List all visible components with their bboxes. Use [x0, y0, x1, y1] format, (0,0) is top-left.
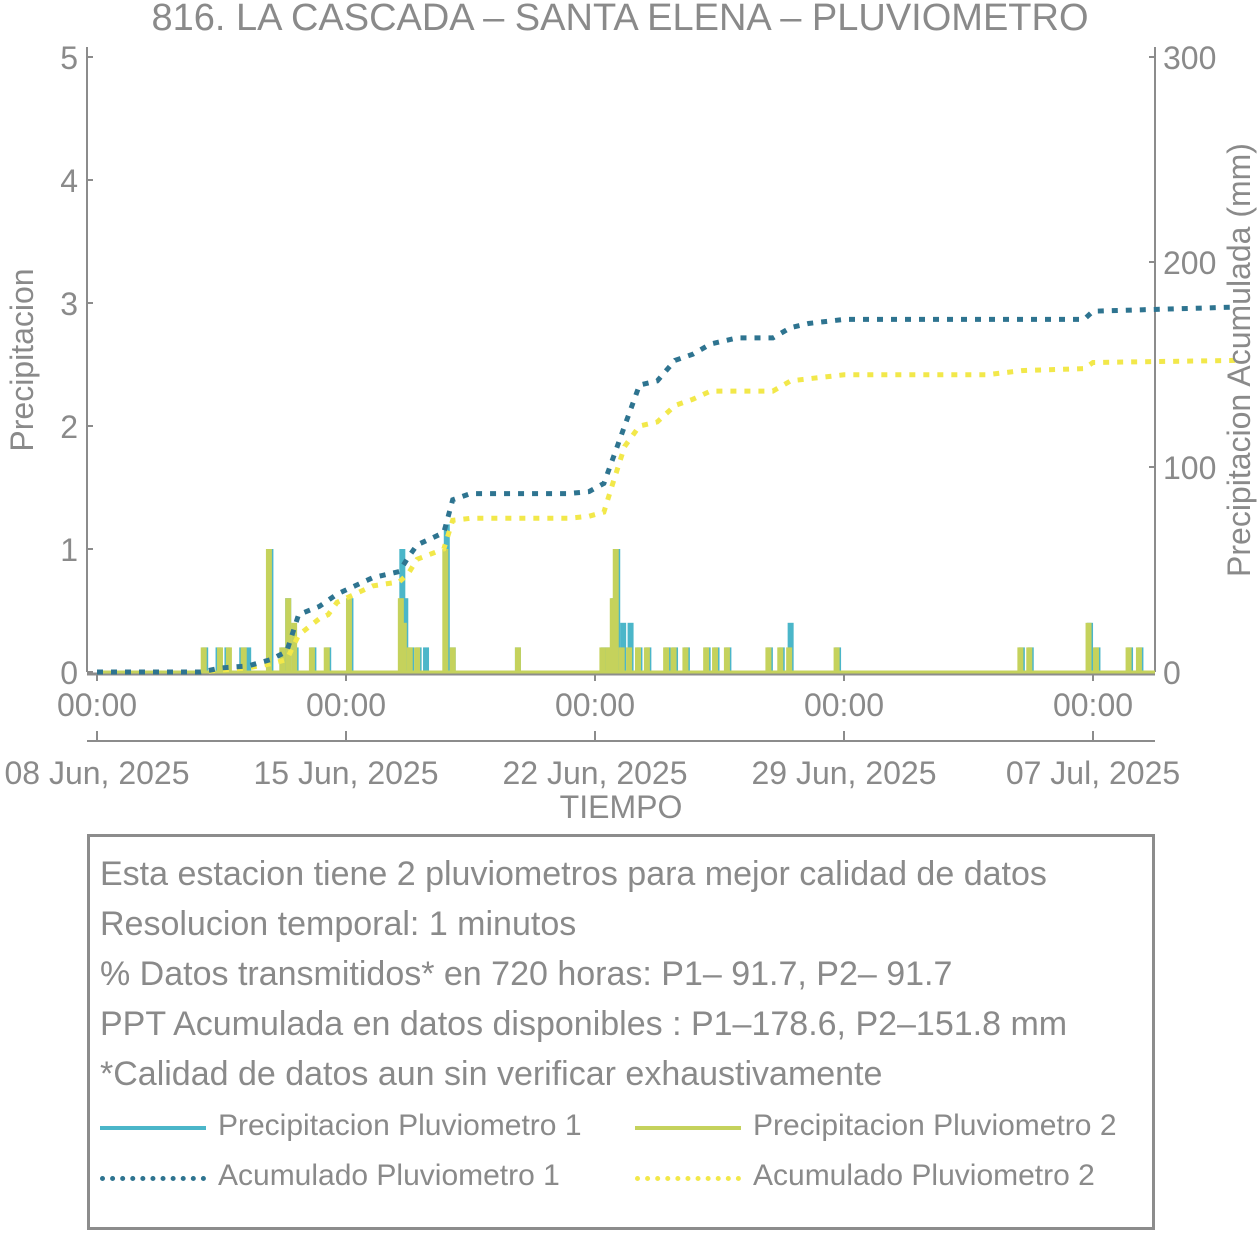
- y-left-tick-label: 4: [60, 163, 78, 199]
- precip-bar: [1017, 647, 1024, 672]
- precip-bar: [291, 622, 298, 672]
- precip-bar: [323, 647, 330, 672]
- precip-bar: [240, 647, 247, 672]
- y-right-tick-label: 100: [1163, 450, 1216, 486]
- info-line-quality-note: *Calidad de datos aun sin verificar exha…: [100, 1055, 883, 1093]
- precip-bar: [217, 647, 224, 672]
- rainfall-chart: 816. LA CASCADA – SANTA ELENA – PLUVIOME…: [4, 0, 1257, 825]
- precip-bar: [618, 647, 625, 672]
- precip-bar: [712, 647, 719, 672]
- y-left-tick-label: 5: [60, 40, 78, 76]
- precip-bar: [682, 647, 689, 672]
- precip-bar: [245, 647, 252, 672]
- legend-swatch-p1: [100, 1126, 206, 1130]
- precip-bar: [777, 647, 784, 672]
- precip-bar: [1125, 647, 1132, 672]
- precip-bar: [833, 647, 840, 672]
- precip-bar: [663, 647, 670, 672]
- precip-bar: [200, 647, 207, 672]
- legend-swatch-p2: [635, 1126, 741, 1130]
- precip-bar: [723, 647, 730, 672]
- x-tick-time-label: 00:00: [306, 687, 386, 723]
- precip-bar: [1135, 647, 1142, 672]
- precip-bar: [345, 598, 352, 672]
- y-left-tick-label: 1: [60, 532, 78, 568]
- precip-bar: [634, 647, 641, 672]
- x-tick-time-label: 00:00: [57, 687, 137, 723]
- x-tick-time-label: 00:00: [555, 687, 635, 723]
- legend-swatch-acc2: [635, 1176, 741, 1181]
- legend-label-p1: Precipitacion Pluviometro 1: [218, 1109, 582, 1142]
- x-tick-date-label: 29 Jun, 2025: [751, 755, 936, 791]
- y-left-tick-label: 3: [60, 286, 78, 322]
- legend-label-acc1: Acumulado Pluviometro 1: [218, 1159, 560, 1192]
- legend-label-p2: Precipitacion Pluviometro 2: [753, 1109, 1117, 1142]
- precip-bar: [643, 647, 650, 672]
- precip-bar: [612, 549, 619, 672]
- y-right-tick-label: 0: [1163, 655, 1181, 691]
- legend-label-acc2: Acumulado Pluviometro 2: [753, 1159, 1095, 1192]
- precip-bar: [449, 647, 456, 672]
- y-left-tick-label: 2: [60, 409, 78, 445]
- precip-bar: [786, 647, 793, 672]
- precip-bar: [1085, 622, 1092, 672]
- plot-area: [86, 47, 1156, 742]
- precip-bar: [308, 647, 315, 672]
- precip-bar: [400, 622, 407, 672]
- x-tick-date-label: 15 Jun, 2025: [253, 755, 438, 791]
- x-tick-time-label: 00:00: [804, 687, 884, 723]
- info-line-resolution: Resolucion temporal: 1 minutos: [100, 905, 577, 943]
- precip-bar: [670, 647, 677, 672]
- precip-bar: [414, 647, 421, 672]
- precip-bar: [703, 647, 710, 672]
- y-right-tick-label: 300: [1163, 40, 1216, 76]
- precip-bar: [599, 647, 606, 672]
- precip-bar: [1092, 647, 1099, 672]
- x-axis-label: TIEMPO: [560, 789, 683, 825]
- precip-bar: [605, 647, 612, 672]
- accumulated-line-p1: [97, 304, 1236, 675]
- precip-bar: [285, 598, 292, 672]
- precip-bar: [626, 647, 633, 672]
- precip-bar: [514, 647, 521, 672]
- precip-bar: [442, 549, 449, 672]
- precip-bar: [423, 647, 430, 672]
- y-axis-right-label: Precipitacion Acumulada (mm): [1221, 143, 1257, 577]
- info-line-accumulated: PPT Acumulada en datos disponibles : P1–…: [100, 1005, 1068, 1043]
- info-line-transmitted: % Datos transmitidos* en 720 horas: P1– …: [100, 955, 953, 993]
- x-tick-date-label: 07 Jul, 2025: [1006, 755, 1180, 791]
- x-tick-date-label: 22 Jun, 2025: [502, 755, 687, 791]
- chart-title: 816. LA CASCADA – SANTA ELENA – PLUVIOME…: [151, 0, 1088, 39]
- legend-swatch-acc1: [100, 1176, 206, 1181]
- info-panel: Esta estacion tiene 2 pluviometros para …: [87, 834, 1155, 1230]
- x-tick-date-label: 08 Jun, 2025: [4, 755, 189, 791]
- precip-bar: [1026, 647, 1033, 672]
- info-line-stations: Esta estacion tiene 2 pluviometros para …: [100, 855, 1047, 893]
- x-tick-time-label: 00:00: [1053, 687, 1133, 723]
- precip-bar: [225, 647, 232, 672]
- y-left-tick-label: 0: [60, 655, 78, 691]
- y-right-tick-label: 200: [1163, 245, 1216, 281]
- precip-bar: [265, 549, 272, 672]
- precip-bar: [406, 647, 413, 672]
- precip-bar: [765, 647, 772, 672]
- y-axis-left-label: Precipitacion: [4, 268, 40, 451]
